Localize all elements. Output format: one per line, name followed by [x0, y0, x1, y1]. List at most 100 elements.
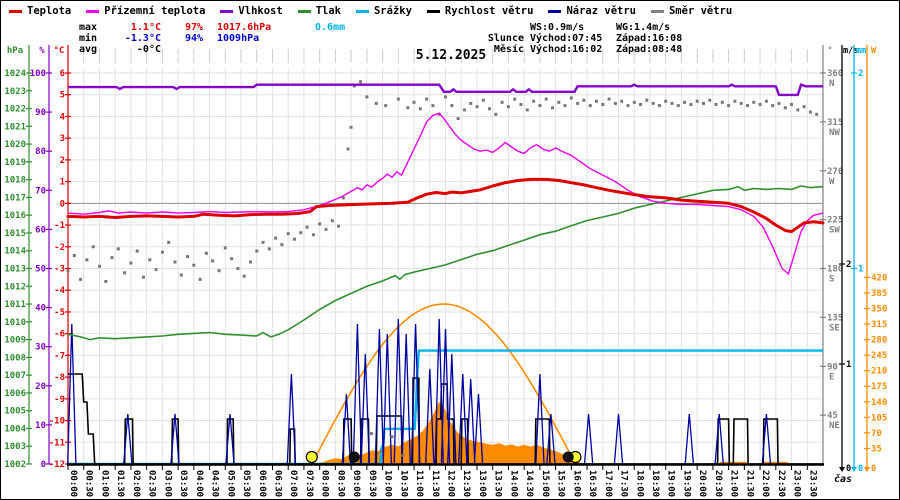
svg-text:1024: 1024 [4, 69, 26, 79]
svg-text:°C: °C [54, 46, 65, 56]
header-ticks [67, 49, 824, 63]
chart-title: 5.12.2025 [415, 48, 487, 63]
svg-text:350: 350 [871, 304, 887, 314]
svg-text:N: N [829, 79, 834, 89]
svg-text:-7: -7 [54, 351, 65, 361]
stat-min-label: min [79, 33, 98, 44]
legend-swatch [426, 9, 440, 13]
legend-label: Teplota [27, 5, 72, 17]
sun-row: Slunce Východ:07:45 Západ:16:08 [454, 33, 712, 44]
axes: 1002100310041005100610071008100910101011… [4, 45, 887, 474]
svg-text:-1: -1 [54, 221, 65, 231]
svg-text:270: 270 [827, 167, 843, 177]
legend-item-6: Náraz větru [548, 5, 636, 17]
time-tick-label: 16:00 [571, 470, 581, 497]
svg-text:1022: 1022 [4, 105, 26, 115]
svg-text:SE: SE [829, 323, 840, 333]
svg-text:140: 140 [871, 398, 887, 408]
svg-text:-5: -5 [54, 308, 65, 318]
time-tick-label: 17:30 [619, 470, 629, 497]
svg-text:105: 105 [871, 413, 887, 423]
svg-text:1015: 1015 [4, 229, 26, 239]
stats-row-max: max 1.1°C 97% 1017.6hPa 0.6mm [79, 22, 365, 33]
svg-text:SW: SW [829, 226, 840, 236]
time-tick-label: 04:30 [210, 470, 220, 497]
legend-swatch [86, 9, 100, 13]
legend-label: Přízemní teplota [104, 5, 206, 17]
time-tick-label: 06:00 [257, 470, 267, 497]
svg-text:1003: 1003 [4, 442, 26, 452]
time-tick-label: 18:30 [650, 470, 660, 497]
wind-summary-label [454, 22, 530, 33]
time-tick-label: 07:30 [304, 470, 314, 497]
moonset-time: Západ:08:48 [616, 44, 683, 55]
legend-swatch [548, 9, 562, 13]
sunrise-time: Východ:07:45 [530, 33, 603, 44]
stat-max-rain: 0.6mm [315, 22, 346, 33]
time-tick-label: 22:00 [760, 470, 770, 497]
stat-min-pressure: 1009hPa [217, 33, 260, 44]
time-tick-label: 13:00 [477, 470, 487, 497]
legend-item-4: Srážky [355, 5, 412, 17]
time-tick-label: 05:30 [241, 470, 251, 497]
svg-text:W: W [871, 46, 877, 56]
svg-text:NE: NE [829, 421, 840, 431]
svg-text:-4: -4 [54, 286, 65, 296]
svg-text:280: 280 [871, 336, 887, 346]
svg-text:1019: 1019 [4, 158, 26, 168]
svg-text:3: 3 [60, 134, 65, 144]
moon-label: Měsíc [493, 44, 524, 55]
legend-item-7: Směr větru [650, 5, 732, 17]
time-tick-label: 09:30 [367, 470, 377, 497]
legend: Teplota Přízemní teplota Vlhkost Tlak Srážky… [9, 5, 732, 17]
svg-text:-6: -6 [54, 330, 65, 340]
svg-text:100: 100 [30, 69, 46, 79]
svg-text:1006: 1006 [4, 389, 26, 399]
svg-text:385: 385 [871, 289, 887, 299]
svg-text:135: 135 [827, 313, 843, 323]
stat-max-pressure: 1017.6hPa [217, 22, 272, 33]
svg-text:1010: 1010 [4, 318, 26, 328]
svg-text:90: 90 [827, 362, 838, 372]
stat-min-humidity: 94% [184, 33, 203, 44]
svg-text:30: 30 [35, 343, 46, 353]
precipitation-line [68, 349, 823, 466]
legend-item-2: Vlhkost [220, 5, 283, 17]
humidity-line [68, 83, 823, 97]
time-tick-label: 07:00 [288, 470, 298, 497]
svg-text:10: 10 [35, 421, 46, 431]
time-tick-label: 10:30 [398, 470, 408, 497]
time-tick-label: 17:00 [603, 470, 613, 497]
svg-text:40: 40 [35, 304, 46, 314]
svg-text:315: 315 [827, 118, 843, 128]
legend-item-0: Teplota [9, 5, 71, 17]
svg-text:E: E [829, 372, 834, 382]
svg-text:70: 70 [871, 429, 882, 439]
svg-text:70: 70 [35, 186, 46, 196]
svg-text:45: 45 [827, 411, 838, 421]
legend-swatch [9, 9, 22, 13]
time-tick-label: 12:30 [461, 470, 471, 497]
svg-text:1009: 1009 [4, 336, 26, 346]
svg-text:1018: 1018 [4, 176, 26, 186]
legend-label: Tlak [315, 5, 341, 17]
svg-text:1008: 1008 [4, 353, 26, 363]
svg-text:175: 175 [871, 382, 887, 392]
svg-text:m/s: m/s [843, 46, 858, 56]
wind-gust-spikes [67, 318, 772, 465]
time-tick-label: 09:00 [351, 470, 361, 497]
time-tick-label: 19:00 [666, 470, 676, 497]
legend-item-5: Rychlost větru [426, 5, 533, 17]
pressure-line [67, 185, 824, 341]
svg-text:80: 80 [35, 147, 46, 157]
svg-text:%: % [39, 46, 45, 56]
time-tick-label: 20:30 [713, 470, 723, 497]
legend-label: Vlhkost [238, 5, 283, 17]
time-tick-label: 14:00 [508, 470, 518, 497]
wind-summary-row: WS:0.9m/s WG:1.4m/s [454, 22, 712, 33]
svg-text:0: 0 [858, 464, 863, 474]
time-tick-label: 18:00 [634, 470, 644, 497]
time-tick-label: 03:30 [178, 470, 188, 497]
time-tick-label: 23:30 [807, 470, 817, 497]
